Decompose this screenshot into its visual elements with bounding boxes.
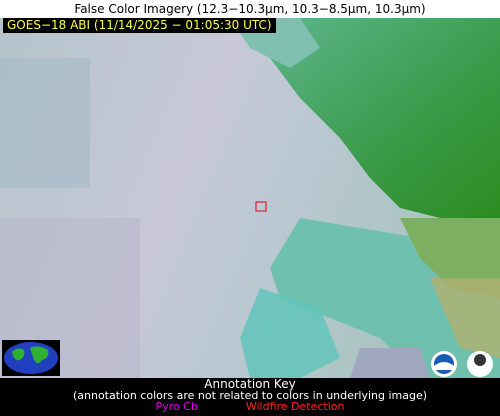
key-note: (annotation colors are not related to co… (72, 389, 428, 402)
timestamp-label: GOES−18 ABI (11/14/2025 − 01:05:30 UTC) (3, 18, 276, 33)
cimss-logo (467, 351, 493, 377)
key-item: Wildfire Detection (245, 400, 345, 413)
key-items: Pyro Cb Wildfire Detection (0, 401, 500, 412)
key-title: Annotation Key (204, 377, 296, 391)
noaa-logo (431, 351, 457, 377)
satellite-image (0, 18, 500, 378)
title: False Color Imagery (12.3−10.3µm, 10.3−8… (74, 2, 426, 16)
wildfire-marker (255, 201, 267, 212)
key-item: Pyro Cb (155, 400, 198, 413)
globe-logo (2, 340, 60, 376)
annotation-key: Annotation Key (annotation colors are no… (0, 378, 500, 416)
